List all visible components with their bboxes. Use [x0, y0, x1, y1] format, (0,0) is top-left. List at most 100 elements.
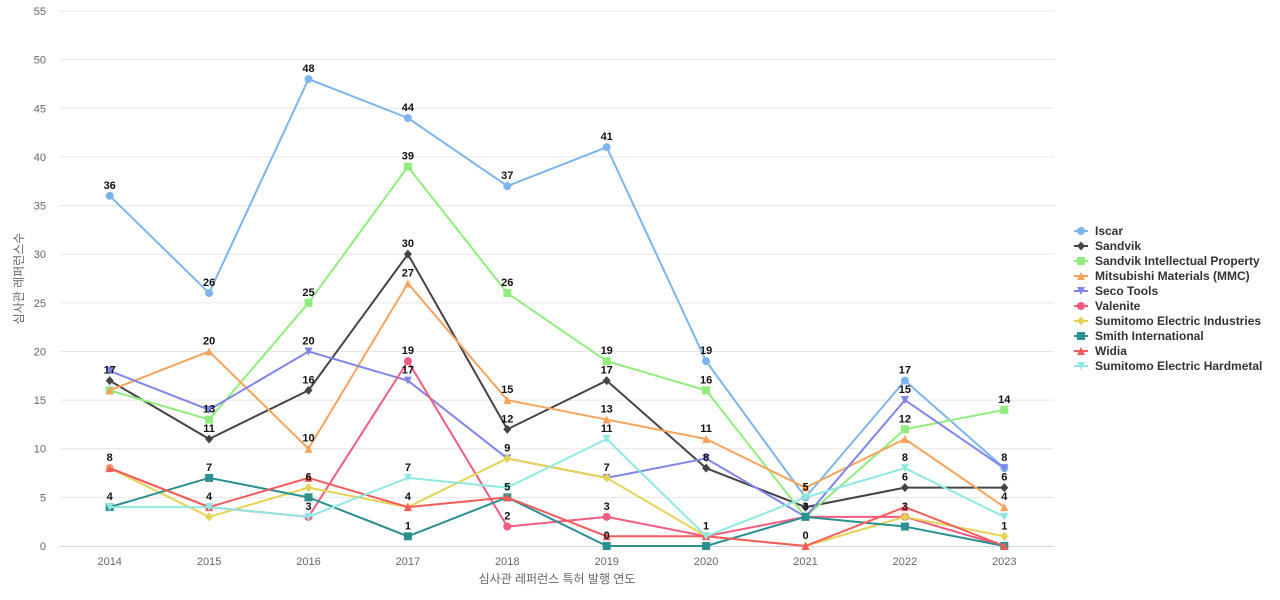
legend-item[interactable]: Smith International	[1074, 329, 1204, 343]
data-point[interactable]	[801, 512, 810, 521]
data-point[interactable]	[304, 483, 313, 493]
data-point[interactable]	[503, 424, 512, 434]
data-label: 3	[604, 501, 610, 513]
data-point[interactable]	[403, 249, 412, 259]
series-line[interactable]	[108, 165, 1006, 518]
series-line[interactable]	[108, 282, 1006, 509]
data-point[interactable]	[403, 532, 412, 541]
data-point[interactable]	[900, 483, 909, 493]
data-point[interactable]	[105, 191, 114, 200]
data-point[interactable]	[503, 483, 512, 492]
data-point[interactable]	[304, 473, 313, 482]
data-point[interactable]	[403, 279, 412, 288]
series-line[interactable]	[108, 467, 1006, 547]
legend-item[interactable]: Mitsubishi Materials (MMC)	[1074, 269, 1250, 283]
legend-item[interactable]: Sandvik	[1074, 239, 1141, 253]
series-line[interactable]	[108, 438, 1006, 538]
data-point[interactable]	[304, 512, 313, 521]
data-point[interactable]	[602, 415, 611, 424]
data-point[interactable]	[205, 415, 214, 424]
data-point[interactable]	[403, 114, 412, 122]
data-point[interactable]	[702, 386, 711, 395]
data-point[interactable]	[503, 522, 512, 531]
series-line[interactable]	[108, 350, 1006, 518]
data-point[interactable]	[900, 522, 909, 531]
data-point[interactable]	[801, 502, 810, 512]
data-point[interactable]	[205, 289, 214, 298]
legend-item[interactable]: Sumitomo Electric Hardmetal	[1074, 359, 1262, 373]
data-point[interactable]	[801, 493, 810, 502]
data-point[interactable]	[105, 366, 114, 375]
data-point[interactable]	[801, 483, 810, 492]
data-point[interactable]	[900, 512, 909, 522]
data-point[interactable]	[900, 376, 909, 385]
data-point[interactable]	[403, 376, 412, 385]
data-point[interactable]	[205, 512, 214, 522]
data-point[interactable]	[205, 503, 214, 512]
data-point[interactable]	[602, 532, 611, 541]
data-point[interactable]	[1000, 503, 1009, 512]
legend-item[interactable]: Sandvik Intellectual Property	[1074, 254, 1260, 268]
legend-marker	[1077, 257, 1085, 265]
data-point[interactable]	[205, 405, 214, 414]
data-point[interactable]	[105, 386, 114, 395]
data-point[interactable]	[602, 473, 611, 483]
data-point[interactable]	[503, 289, 512, 298]
data-point[interactable]	[503, 182, 512, 191]
legend-item[interactable]: Iscar	[1074, 224, 1123, 238]
data-point[interactable]	[900, 464, 909, 473]
data-point[interactable]	[304, 444, 313, 453]
data-point[interactable]	[304, 75, 313, 84]
data-point[interactable]	[503, 493, 512, 502]
data-point[interactable]	[403, 503, 412, 512]
legend-item[interactable]: Sumitomo Electric Industries	[1074, 314, 1261, 328]
data-point[interactable]	[1000, 464, 1009, 473]
data-point[interactable]	[702, 357, 711, 366]
legend-item[interactable]: Seco Tools	[1074, 284, 1158, 298]
data-point[interactable]	[602, 376, 611, 386]
data-point[interactable]	[702, 435, 711, 443]
data-point[interactable]	[702, 532, 711, 541]
data-point[interactable]	[1000, 512, 1009, 521]
data-point[interactable]	[105, 376, 114, 386]
data-point[interactable]	[1000, 405, 1009, 414]
data-point[interactable]	[602, 143, 611, 152]
data-point[interactable]	[801, 542, 810, 550]
data-point[interactable]	[900, 435, 909, 443]
data-point[interactable]	[205, 347, 214, 356]
data-point[interactable]	[403, 473, 412, 482]
data-point[interactable]	[105, 503, 114, 512]
data-point[interactable]	[702, 542, 711, 550]
data-point[interactable]	[403, 357, 412, 366]
data-point[interactable]	[304, 298, 313, 307]
series-line[interactable]	[108, 457, 1006, 547]
data-point[interactable]	[105, 464, 114, 473]
data-point[interactable]	[205, 434, 214, 444]
data-point[interactable]	[602, 357, 611, 366]
legend-item[interactable]: Valenite	[1074, 299, 1141, 313]
series-line[interactable]	[108, 78, 1006, 499]
data-point[interactable]	[900, 503, 909, 512]
legend-item[interactable]: Widia	[1074, 344, 1127, 358]
data-point[interactable]	[1000, 531, 1009, 541]
data-point[interactable]	[702, 463, 711, 473]
data-point[interactable]	[900, 396, 909, 405]
data-point[interactable]	[205, 473, 214, 482]
data-point[interactable]	[503, 396, 512, 405]
data-point[interactable]	[900, 425, 909, 434]
data-point[interactable]	[1000, 483, 1009, 493]
series-line[interactable]	[108, 476, 1006, 547]
data-point[interactable]	[1000, 542, 1009, 550]
series-line[interactable]	[108, 253, 1006, 509]
data-point[interactable]	[304, 493, 313, 502]
data-point[interactable]	[304, 347, 313, 356]
data-point[interactable]	[503, 453, 512, 463]
data-label: 4	[107, 491, 114, 503]
data-point[interactable]	[602, 435, 611, 443]
data-point[interactable]	[602, 542, 611, 550]
data-point[interactable]	[403, 162, 412, 171]
data-point[interactable]	[304, 385, 313, 395]
data-point[interactable]	[602, 512, 611, 521]
data-point[interactable]	[702, 454, 711, 463]
